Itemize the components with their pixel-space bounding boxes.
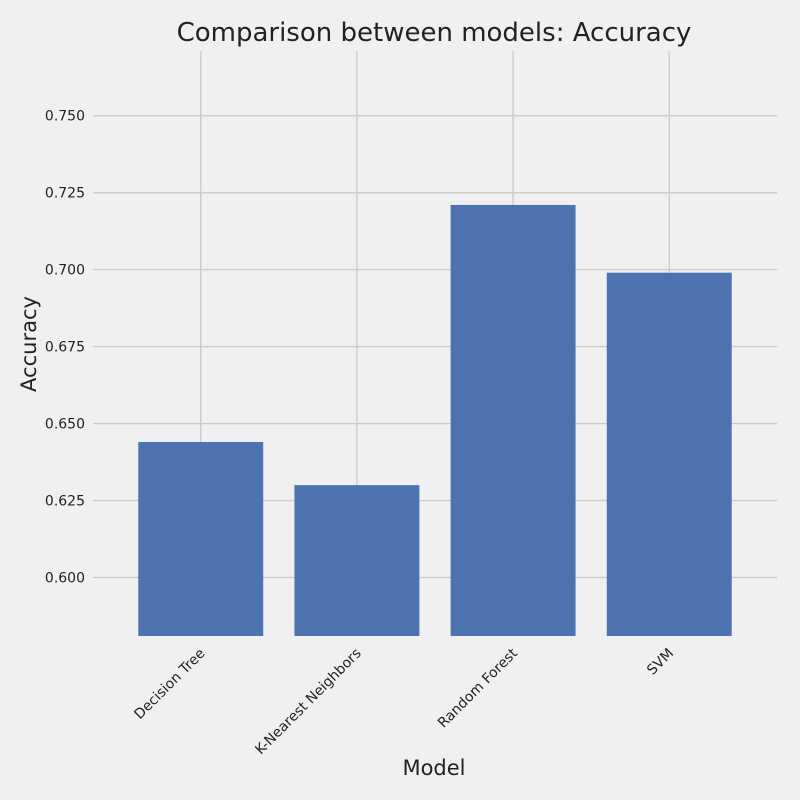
chart-title: Comparison between models: Accuracy (177, 18, 692, 48)
bar (606, 272, 732, 636)
y-axis-label: Accuracy (17, 296, 41, 392)
y-tick-label: 0.625 (45, 494, 85, 510)
x-tick-label: SVM (644, 646, 677, 679)
x-tick-label: Decision Tree (131, 646, 208, 723)
y-tick-label: 0.750 (45, 109, 85, 125)
bar (138, 442, 264, 636)
y-tick-label: 0.600 (45, 571, 85, 587)
bars (138, 204, 732, 636)
bar (294, 485, 420, 636)
bar (450, 204, 576, 636)
x-tick-label: K-Nearest Neighbors (252, 646, 364, 758)
y-tick-label: 0.650 (45, 417, 85, 433)
y-tick-labels: 0.600 0.625 0.650 0.675 0.700 0.725 0.750 (45, 109, 85, 587)
x-tick-labels: Decision Tree K-Nearest Neighbors Random F… (131, 645, 677, 758)
y-tick-label: 0.725 (45, 186, 85, 202)
y-tick-label: 0.700 (45, 263, 85, 279)
x-tick-label: Random Forest (435, 645, 521, 731)
x-axis-label: Model (402, 756, 465, 780)
y-tick-label: 0.675 (45, 340, 85, 356)
